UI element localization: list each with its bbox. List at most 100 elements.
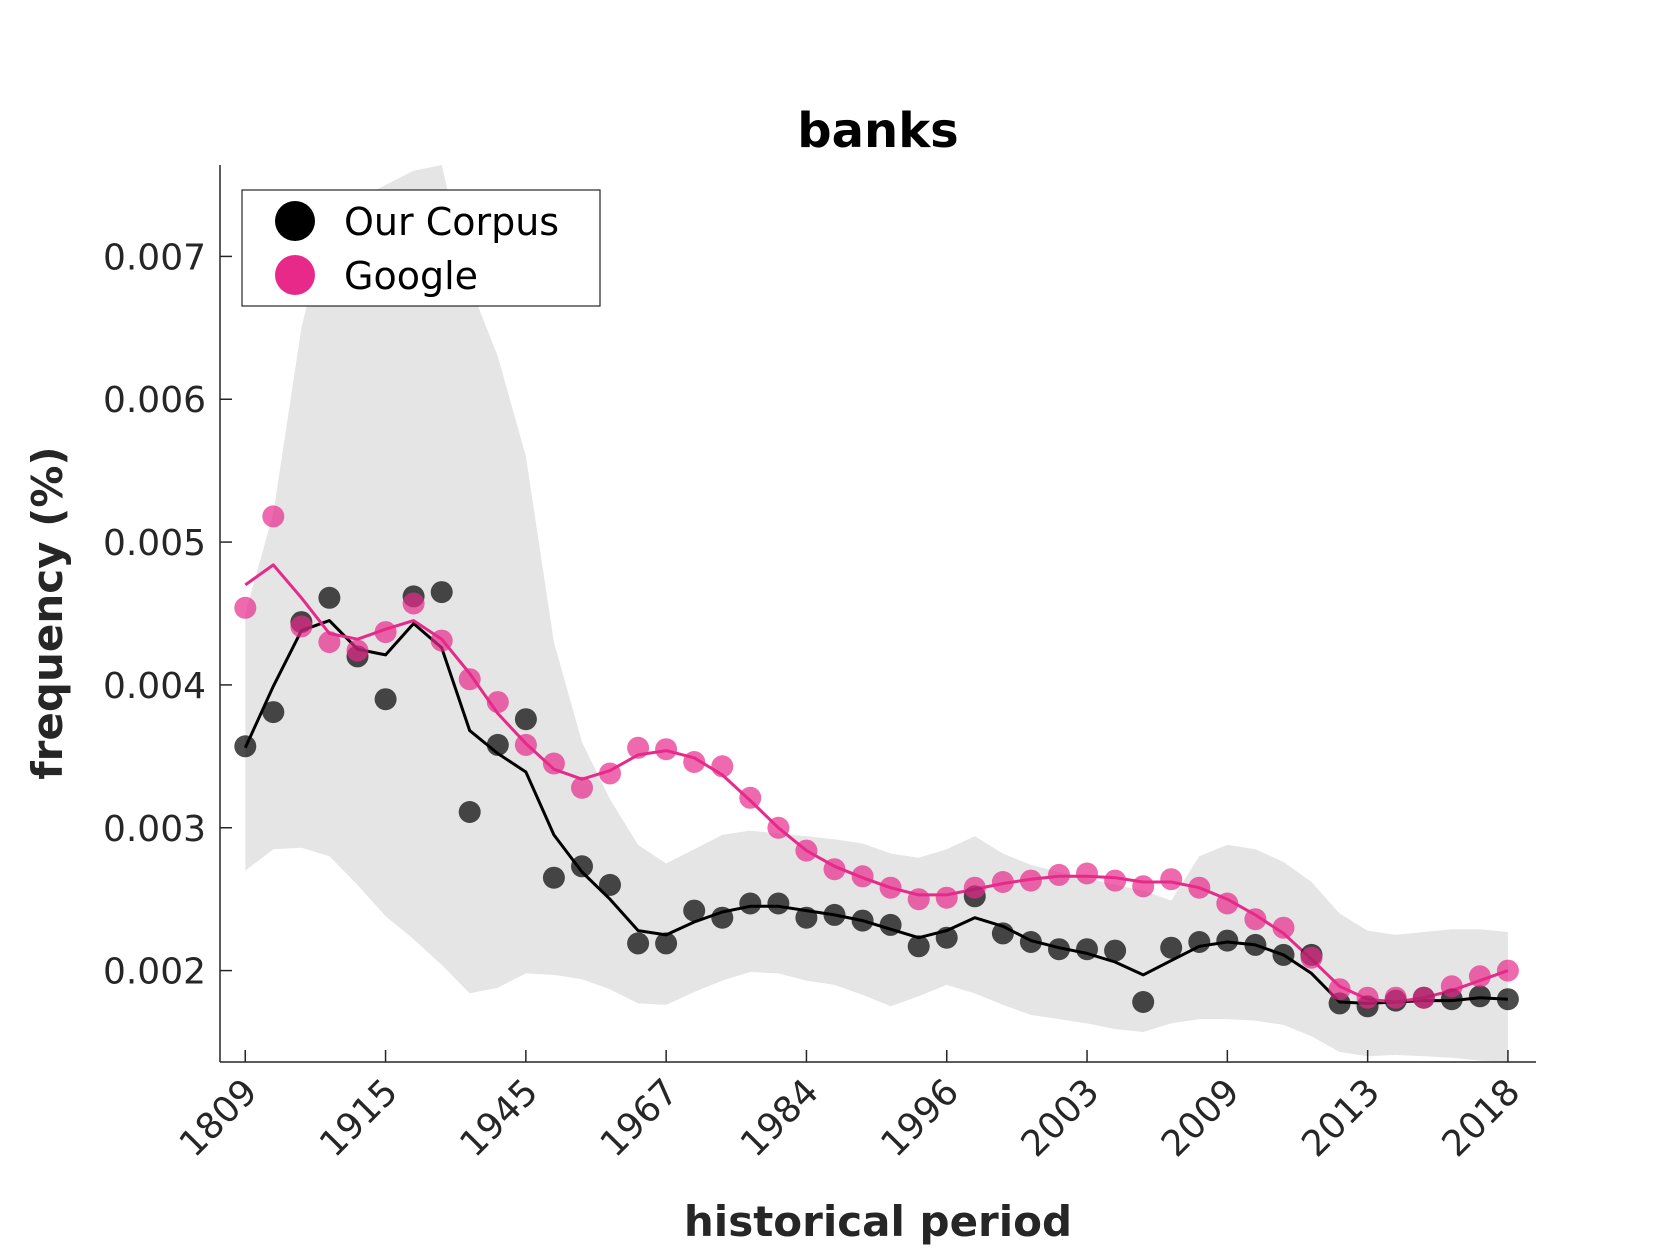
x-tick-label: 1809 bbox=[172, 1071, 266, 1165]
x-tick-label: 1984 bbox=[733, 1071, 827, 1165]
point-our-corpus bbox=[851, 909, 874, 932]
point-google bbox=[823, 858, 846, 881]
point-our-corpus bbox=[879, 913, 902, 936]
point-our-corpus bbox=[935, 926, 958, 949]
x-tick-label: 2013 bbox=[1294, 1071, 1388, 1165]
axes bbox=[219, 165, 1536, 1063]
point-google bbox=[1132, 875, 1155, 898]
point-our-corpus bbox=[599, 873, 621, 896]
point-our-corpus bbox=[1244, 933, 1267, 956]
trend-lines-layer bbox=[243, 563, 1509, 1005]
point-our-corpus bbox=[795, 906, 818, 929]
point-google bbox=[795, 839, 818, 862]
x-tick-label: 2009 bbox=[1154, 1071, 1248, 1165]
point-google bbox=[1160, 868, 1183, 891]
point-google bbox=[711, 755, 734, 778]
point-google bbox=[1019, 869, 1042, 892]
point-our-corpus bbox=[655, 932, 678, 955]
point-our-corpus bbox=[374, 688, 397, 711]
point-google bbox=[514, 733, 537, 756]
point-google bbox=[458, 668, 481, 691]
y-tick-label: 0.002 bbox=[103, 952, 206, 993]
point-google bbox=[1328, 978, 1351, 1001]
trend-line-google bbox=[244, 563, 1509, 1004]
point-google bbox=[599, 762, 621, 785]
point-google bbox=[1412, 986, 1435, 1009]
point-our-corpus bbox=[234, 735, 257, 758]
point-our-corpus bbox=[683, 899, 706, 922]
point-google bbox=[430, 629, 453, 652]
y-tick-label: 0.004 bbox=[103, 666, 206, 707]
point-our-corpus bbox=[262, 701, 285, 724]
point-google bbox=[1104, 869, 1127, 892]
point-our-corpus bbox=[1076, 938, 1098, 961]
point-google bbox=[1076, 862, 1098, 885]
point-google bbox=[907, 888, 930, 911]
point-google bbox=[963, 876, 986, 899]
point-google bbox=[1468, 965, 1491, 988]
point-google bbox=[655, 738, 678, 761]
points-layer bbox=[234, 505, 1519, 1018]
point-our-corpus bbox=[739, 892, 762, 915]
point-our-corpus bbox=[1048, 938, 1070, 961]
point-google bbox=[1188, 876, 1211, 899]
point-our-corpus bbox=[907, 935, 930, 958]
point-google bbox=[683, 751, 706, 773]
y-tick-label: 0.005 bbox=[103, 523, 206, 564]
point-google bbox=[1496, 959, 1519, 982]
point-google bbox=[851, 865, 874, 888]
x-tick-label: 1967 bbox=[593, 1071, 687, 1165]
point-google bbox=[879, 876, 902, 899]
point-google bbox=[262, 505, 285, 528]
point-google bbox=[290, 615, 313, 638]
point-our-corpus bbox=[627, 932, 650, 955]
point-google bbox=[627, 736, 650, 759]
point-google bbox=[739, 786, 762, 809]
y-tick-label: 0.007 bbox=[103, 237, 206, 278]
legend-label-google: Google bbox=[344, 254, 478, 298]
point-our-corpus bbox=[1496, 988, 1519, 1011]
x-tick-label: 2018 bbox=[1435, 1071, 1529, 1165]
range-band-layer bbox=[245, 165, 1508, 1062]
point-our-corpus bbox=[823, 903, 846, 926]
point-our-corpus bbox=[1188, 931, 1211, 953]
point-our-corpus bbox=[1216, 929, 1239, 952]
legend-marker-google bbox=[275, 255, 315, 295]
y-tick-label: 0.003 bbox=[103, 809, 206, 850]
range-band bbox=[245, 165, 1508, 1062]
point-our-corpus bbox=[1160, 936, 1183, 959]
point-google bbox=[991, 871, 1014, 893]
point-our-corpus bbox=[458, 801, 481, 823]
point-google bbox=[542, 752, 565, 775]
point-google bbox=[1216, 892, 1239, 915]
point-google bbox=[1440, 975, 1463, 998]
point-google bbox=[1272, 916, 1295, 939]
point-our-corpus bbox=[486, 733, 509, 756]
point-our-corpus bbox=[1104, 939, 1127, 962]
point-google bbox=[1244, 908, 1267, 931]
point-our-corpus bbox=[1019, 931, 1042, 953]
point-google bbox=[234, 596, 257, 619]
point-google bbox=[1048, 863, 1070, 886]
point-our-corpus bbox=[991, 922, 1014, 945]
point-our-corpus bbox=[1132, 991, 1155, 1013]
point-our-corpus bbox=[1468, 985, 1491, 1008]
x-tick-label: 1945 bbox=[452, 1071, 546, 1165]
x-tick-label: 2003 bbox=[1014, 1071, 1108, 1165]
legend-marker-our-corpus bbox=[275, 201, 315, 241]
point-our-corpus bbox=[318, 586, 341, 609]
point-our-corpus bbox=[542, 866, 565, 889]
point-google bbox=[402, 592, 425, 615]
point-our-corpus bbox=[571, 855, 593, 878]
point-google bbox=[318, 631, 341, 654]
point-google bbox=[346, 639, 369, 662]
point-our-corpus bbox=[767, 892, 790, 915]
point-our-corpus bbox=[430, 581, 453, 604]
legend: Our Corpus Google bbox=[241, 189, 601, 307]
chart-title: banks bbox=[797, 103, 958, 159]
point-google bbox=[1384, 986, 1407, 1009]
point-our-corpus bbox=[1272, 943, 1295, 966]
point-google bbox=[767, 816, 790, 839]
point-google bbox=[374, 621, 397, 644]
